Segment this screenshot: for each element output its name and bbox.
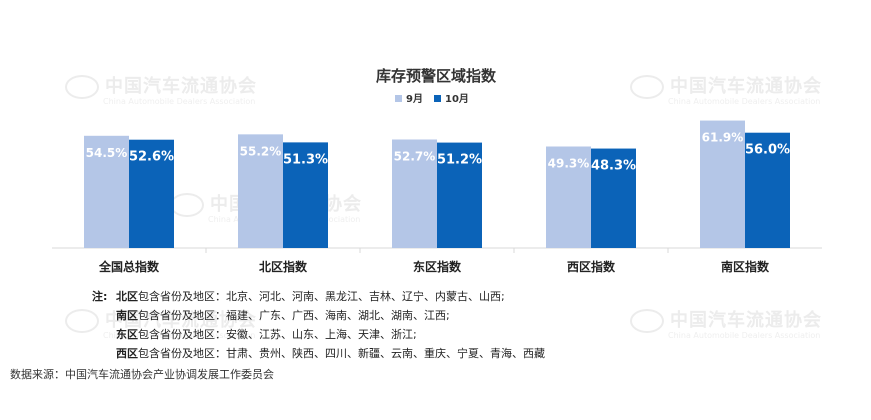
bar-10 xyxy=(437,142,482,248)
data-label-10: 52.6% xyxy=(129,150,174,165)
chart-title: 库存预警区域指数 xyxy=(376,67,497,85)
note-row: 西区包含省份及地区：甘肃、贵州、陕西、四川、新疆、云南、重庆、宁夏、青海、西藏 xyxy=(92,345,545,361)
note-text: 包含省份及地区：甘肃、贵州、陕西、四川、新疆、云南、重庆、宁夏、青海、西藏 xyxy=(138,347,545,360)
note-text: 包含省份及地区：北京、河北、河南、黑龙江、吉林、辽宁、内蒙古、山西; xyxy=(138,290,505,303)
bar-9 xyxy=(546,146,591,248)
bar-10 xyxy=(129,139,174,248)
category-label: 东区指数 xyxy=(413,259,462,274)
note-text: 包含省份及地区：安徽、江苏、山东、上海、天津、浙江; xyxy=(138,328,417,341)
data-label-9: 61.9% xyxy=(702,131,744,145)
data-label-9: 55.2% xyxy=(240,144,282,158)
note-row: 注: 北区包含省份及地区：北京、河北、河南、黑龙江、吉林、辽宁、内蒙古、山西; xyxy=(92,288,505,304)
legend-label-9: 9月 xyxy=(406,93,423,105)
note-prefix: 注: xyxy=(92,290,108,303)
bar-10 xyxy=(591,148,636,248)
legend-label-10: 10月 xyxy=(445,93,469,105)
note-row: 东区包含省份及地区：安徽、江苏、山东、上海、天津、浙江; xyxy=(92,326,417,342)
bar-9 xyxy=(238,134,283,248)
category-label: 全国总指数 xyxy=(98,259,160,274)
data-label-9: 49.3% xyxy=(548,157,590,171)
bar-chart: 库存预警区域指数 9月 10月 54.5% 52.6% 全国总指数 55.2%51.3… xyxy=(52,67,822,274)
note-region: 北区 xyxy=(116,290,138,303)
bar-10 xyxy=(283,142,328,248)
data-label-10: 51.2% xyxy=(437,153,482,168)
note-region: 南区 xyxy=(116,309,138,322)
bar-9 xyxy=(84,135,129,248)
data-label-9: 52.7% xyxy=(394,150,436,164)
bar-9 xyxy=(700,120,745,248)
category-label: 西区指数 xyxy=(567,259,616,274)
category-label: 南区指数 xyxy=(721,259,770,274)
data-label-10: 56.0% xyxy=(745,143,790,158)
note-row: 南区包含省份及地区：福建、广东、广西、海南、湖北、湖南、江西; xyxy=(92,307,450,323)
category-label: 北区指数 xyxy=(259,259,308,274)
data-label-9: 54.5% xyxy=(86,146,128,160)
legend: 9月 10月 xyxy=(395,93,469,105)
data-label-10: 51.3% xyxy=(283,152,328,167)
note-region: 西区 xyxy=(116,347,138,360)
bar-9 xyxy=(392,139,437,248)
legend-swatch-10 xyxy=(434,95,441,102)
legend-swatch-9 xyxy=(395,95,402,102)
data-source: 数据来源：中国汽车流通协会产业协调发展工作委员会 xyxy=(10,368,274,381)
note-text: 包含省份及地区：福建、广东、广西、海南、湖北、湖南、江西; xyxy=(138,309,450,322)
note-region: 东区 xyxy=(116,328,138,341)
data-label-10: 48.3% xyxy=(591,159,636,174)
bar-10 xyxy=(745,132,790,248)
